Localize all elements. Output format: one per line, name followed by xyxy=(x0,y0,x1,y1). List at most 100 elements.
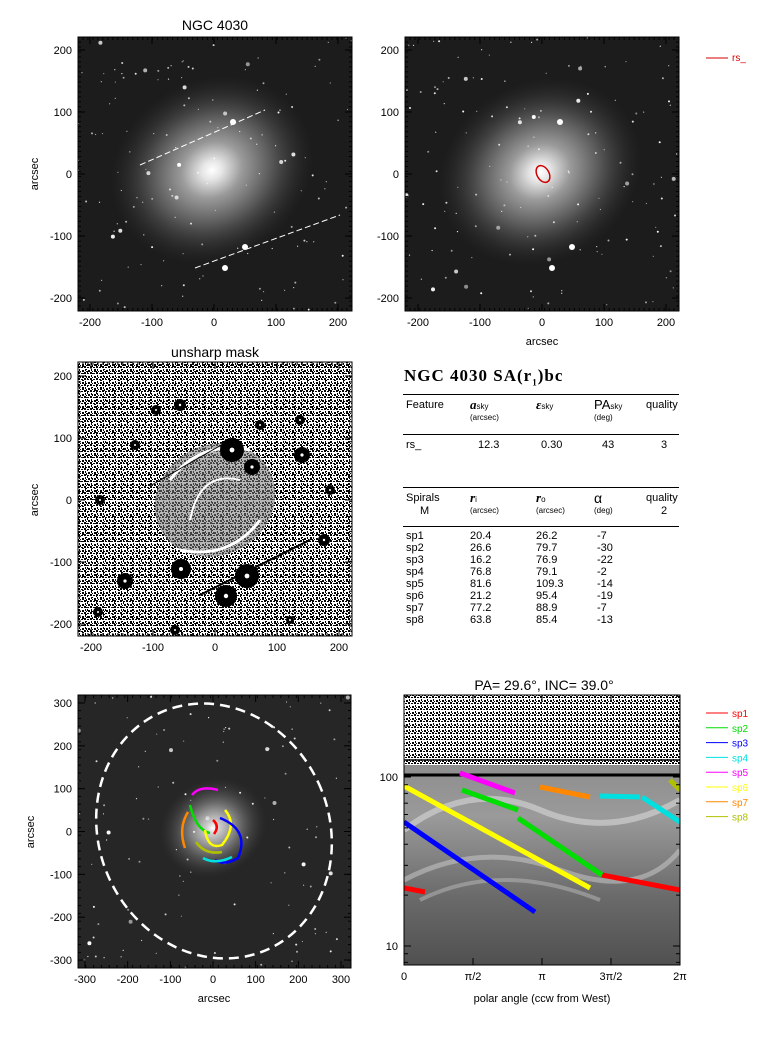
star xyxy=(341,254,344,257)
star xyxy=(161,285,163,287)
star xyxy=(643,111,645,113)
star xyxy=(129,151,131,153)
star xyxy=(178,894,180,896)
star xyxy=(135,798,138,800)
ring-cell-e: 0.30 xyxy=(541,439,563,451)
star xyxy=(551,186,553,188)
star xyxy=(190,871,192,873)
ring-cell-a: 12.3 xyxy=(478,439,500,451)
star xyxy=(206,183,208,185)
star xyxy=(87,941,92,946)
y-tick-label: 100 xyxy=(381,107,399,119)
star xyxy=(260,963,263,966)
star xyxy=(237,247,239,249)
star xyxy=(182,284,185,287)
star xyxy=(457,56,459,58)
spiral-cell-alpha: -7 xyxy=(597,530,607,542)
spirals-panel-xlabel: arcsec xyxy=(198,993,231,1005)
x-tick-label: 0 xyxy=(401,971,407,983)
star xyxy=(645,202,648,205)
star xyxy=(594,152,597,154)
star xyxy=(285,93,287,95)
star xyxy=(625,61,627,63)
star xyxy=(632,201,634,203)
star xyxy=(217,127,219,129)
x-tick-label: 2π xyxy=(673,971,687,983)
star xyxy=(320,702,322,704)
star xyxy=(186,858,189,861)
star xyxy=(510,41,512,43)
star xyxy=(128,857,131,860)
header-alpha-unit: (deg) xyxy=(594,506,613,515)
star xyxy=(190,799,192,801)
star xyxy=(539,109,542,112)
star xyxy=(201,243,204,246)
star xyxy=(150,695,153,698)
spiral-arm-sp2 xyxy=(188,804,211,835)
star xyxy=(463,76,468,81)
polar-segment-sp3 xyxy=(404,819,537,915)
star xyxy=(579,249,581,251)
image-panel-title: NGC 4030 xyxy=(182,17,248,33)
star xyxy=(187,97,190,100)
star xyxy=(346,108,349,111)
spiral-cell-ro: 109.3 xyxy=(536,578,564,590)
legend-label: sp4 xyxy=(732,753,749,764)
star xyxy=(500,179,502,181)
star xyxy=(674,214,676,217)
star xyxy=(216,759,219,762)
star xyxy=(284,159,287,162)
fit-panel-xlabel: arcsec xyxy=(526,336,559,348)
star xyxy=(300,190,302,192)
star xyxy=(604,66,606,68)
spiral-cell-name: sp6 xyxy=(406,590,424,602)
star xyxy=(599,208,602,211)
star xyxy=(174,195,179,200)
unsharp-panel: unsharp mask arcsec -200 -100 0 100 200 200 10… xyxy=(29,344,353,654)
masked-star-core xyxy=(97,611,99,613)
star xyxy=(256,89,258,91)
star xyxy=(289,706,291,708)
star xyxy=(92,905,95,908)
y-tick-label: 200 xyxy=(54,45,72,57)
star xyxy=(262,82,265,85)
star xyxy=(450,249,453,252)
star xyxy=(456,231,459,233)
bright-star xyxy=(549,265,555,271)
header-pa: PAsky xyxy=(594,397,623,412)
star xyxy=(408,254,411,256)
y-tick-label: -100 xyxy=(50,869,72,881)
star xyxy=(531,41,533,44)
star xyxy=(518,117,521,120)
spiral-arm-sp3 xyxy=(214,816,243,864)
star xyxy=(174,216,176,218)
spiral-cell-name: sp1 xyxy=(406,530,424,542)
star xyxy=(157,79,159,81)
y-tick-label: -200 xyxy=(50,912,72,924)
star xyxy=(184,793,187,796)
star xyxy=(596,251,598,253)
star xyxy=(580,65,582,67)
y-tick-label: -200 xyxy=(377,293,399,305)
spiral-cell-ro: 79.1 xyxy=(536,566,558,578)
y-tick-label: 200 xyxy=(54,741,72,753)
star xyxy=(431,287,435,292)
star xyxy=(532,296,534,298)
star xyxy=(258,173,260,175)
spiral-cell-alpha: -14 xyxy=(597,578,613,590)
star xyxy=(434,227,437,230)
star xyxy=(163,729,166,731)
star xyxy=(435,170,438,173)
x-tick-label: -100 xyxy=(142,642,164,654)
star xyxy=(427,150,430,153)
y-tick-label: 200 xyxy=(54,371,72,383)
star xyxy=(98,289,101,292)
star xyxy=(436,88,439,91)
x-tick-label: -200 xyxy=(79,317,101,329)
y-tick-label: 300 xyxy=(54,698,72,710)
star xyxy=(140,264,142,266)
star xyxy=(645,301,647,304)
x-tick-label: 0 xyxy=(212,642,218,654)
star xyxy=(505,106,508,109)
star xyxy=(126,130,128,132)
